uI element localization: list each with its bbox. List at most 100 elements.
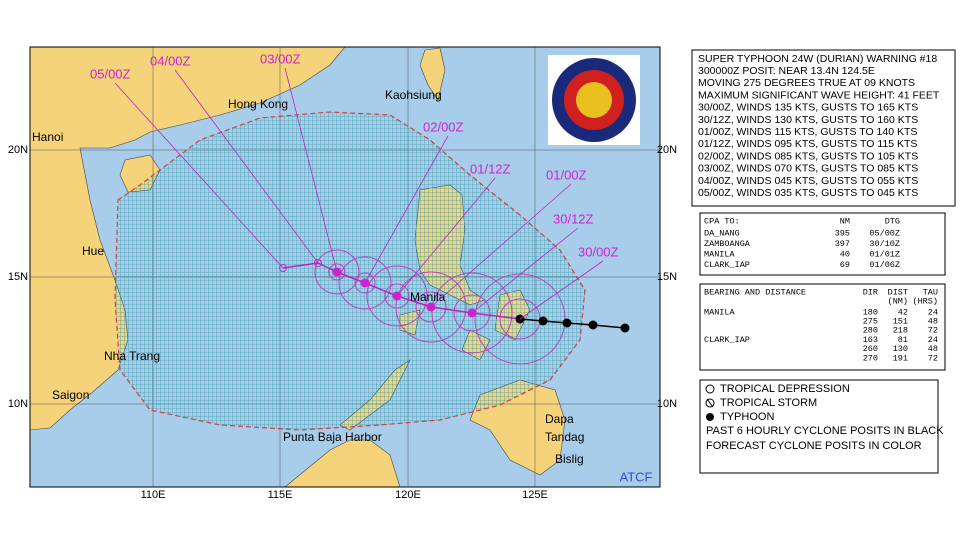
bearing-cell: 180: [863, 307, 878, 317]
legend-item: TYPHOON: [720, 411, 774, 423]
legend-item: TROPICAL STORM: [720, 397, 817, 409]
warning-box: [691, 49, 956, 207]
place-label: Hanoi: [32, 130, 63, 144]
cpa-cell: 30/10Z: [869, 239, 900, 249]
cpa-cell: 01/01Z: [869, 249, 900, 259]
bearing-cell: 280: [863, 326, 878, 336]
lat-label: 15N: [657, 271, 677, 283]
bearing-cell: 275: [863, 316, 878, 326]
place-label: Hong Kong: [228, 97, 288, 111]
lon-label: 110E: [141, 489, 166, 501]
warning-line: 01/00Z, WINDS 115 KTS, GUSTS TO 140 KTS: [698, 126, 917, 138]
place-label: Punta Baja Harbor: [283, 430, 382, 444]
forecast-time-label: 03/00Z: [260, 51, 301, 66]
forecast-time-label: 30/12Z: [553, 211, 594, 226]
lat-label: 20N: [657, 144, 677, 156]
leader-line: [396, 177, 496, 297]
bearing-cell: 24: [928, 307, 938, 317]
bearing-cell: 218: [893, 326, 908, 336]
bearing-header: DIST: [888, 287, 908, 297]
forecast-time-label: 30/00Z: [578, 244, 619, 259]
credit: ATCF: [620, 469, 653, 484]
bearing-cell: 81: [898, 335, 908, 345]
cpa-cell: CLARK_IAP: [704, 260, 750, 270]
cpa-header: NM: [840, 216, 850, 226]
logo: [548, 55, 640, 145]
place-label: Saigon: [52, 388, 89, 402]
warning-line: 05/00Z, WINDS 035 KTS, GUSTS TO 045 KTS: [698, 187, 918, 199]
legend-box: [699, 379, 939, 474]
warning-line: 30/12Z, WINDS 130 KTS, GUSTS TO 160 KTS: [698, 114, 918, 126]
cpa-cell: ZAMBOANGA: [704, 239, 751, 249]
warning-line: 04/00Z, WINDS 045 KTS, GUSTS TO 055 KTS: [698, 175, 918, 187]
forecast-time-label: 04/00Z: [150, 53, 191, 68]
lon-label: 115E: [268, 489, 293, 501]
place-label: Bislig: [555, 452, 584, 466]
leader-line: [284, 67, 338, 273]
bearing-units: (NM): [888, 296, 908, 306]
cpa-cell: MANILA: [704, 249, 736, 259]
legend-note: FORECAST CYCLONE POSITS IN COLOR: [706, 440, 922, 452]
place-label: Kaohsiung: [385, 88, 442, 102]
warning-line: 02/00Z, WINDS 085 KTS, GUSTS TO 105 KTS: [698, 150, 918, 162]
bearing-cell: 130: [893, 344, 908, 354]
bearing-cell: 260: [863, 344, 878, 354]
bearing-place: CLARK_IAP: [704, 335, 750, 345]
bearing-cell: 72: [928, 326, 938, 336]
cpa-cell: 40: [840, 249, 850, 259]
warning-line: SUPER TYPHOON 24W (DURIAN) WARNING #18: [698, 53, 937, 65]
bearing-cell: 163: [863, 335, 878, 345]
leader-line: [430, 183, 572, 308]
lat-label: 10N: [8, 398, 28, 410]
place-label: Hue: [82, 244, 104, 258]
place-label: Tandag: [545, 430, 584, 444]
cpa-cell: 395: [835, 228, 850, 238]
cpa-cell: DA_NANG: [704, 228, 740, 238]
place-label: Dapa: [545, 412, 574, 426]
warning-line: 01/12Z, WINDS 095 KTS, GUSTS TO 115 KTS: [698, 138, 917, 150]
cpa-cell: 05/00Z: [869, 228, 900, 238]
legend-note: PAST 6 HOURLY CYCLONE POSITS IN BLACK: [706, 425, 944, 437]
forecast-time-label: 05/00Z: [90, 66, 131, 81]
bearing-cell: 151: [893, 316, 908, 326]
leader-line: [519, 260, 604, 320]
bearing-cell: 48: [928, 344, 938, 354]
bearing-header: DIR: [863, 287, 878, 297]
warning-line: 300000Z POSIT: NEAR 13.4N 124.5E: [698, 65, 875, 77]
lat-label: 10N: [657, 398, 677, 410]
bearing-cell: 72: [928, 353, 938, 363]
forecast-time-label: 01/12Z: [470, 161, 511, 176]
bearing-cell: 24: [928, 335, 938, 345]
place-label: Nha Trang: [104, 349, 160, 363]
cpa-cell: 01/06Z: [869, 260, 900, 270]
map: [30, 47, 660, 487]
cpa-header: CPA TO:: [704, 216, 740, 226]
lat-label: 15N: [8, 271, 28, 283]
danger-area: [114, 111, 586, 431]
warning-line: 30/00Z, WINDS 135 KTS, GUSTS TO 165 KTS: [698, 102, 918, 114]
cpa-cell: 397: [835, 239, 850, 249]
cpa-box: [699, 212, 946, 276]
bearing-cell: 191: [893, 353, 908, 363]
bearing-cell: 48: [928, 316, 938, 326]
bearing-header: TAU: [923, 287, 938, 297]
lon-label: 125E: [522, 489, 548, 501]
bearing-cell: 270: [863, 353, 878, 363]
cpa-cell: 69: [840, 260, 850, 270]
place-label: Manila: [410, 290, 446, 304]
bearing-units: (HRS): [912, 296, 938, 306]
bearing-place: MANILA: [704, 307, 736, 317]
forecast-time-label: 02/00Z: [423, 119, 464, 134]
leader-line: [114, 82, 284, 269]
warning-line: 03/00Z, WINDS 070 KTS, GUSTS TO 085 KTS: [698, 163, 918, 175]
bearing-cell: 42: [898, 307, 908, 317]
leader-line: [174, 69, 319, 264]
forecast-time-label: 01/00Z: [546, 167, 587, 182]
warning-line: MAXIMUM SIGNIFICANT WAVE HEIGHT: 41 FEET: [698, 89, 940, 101]
bearing-header: BEARING AND DISTANCE: [704, 287, 806, 297]
lon-label: 120E: [395, 489, 421, 501]
map-frame: [29, 46, 661, 488]
legend-item: TROPICAL DEPRESSION: [720, 383, 850, 395]
